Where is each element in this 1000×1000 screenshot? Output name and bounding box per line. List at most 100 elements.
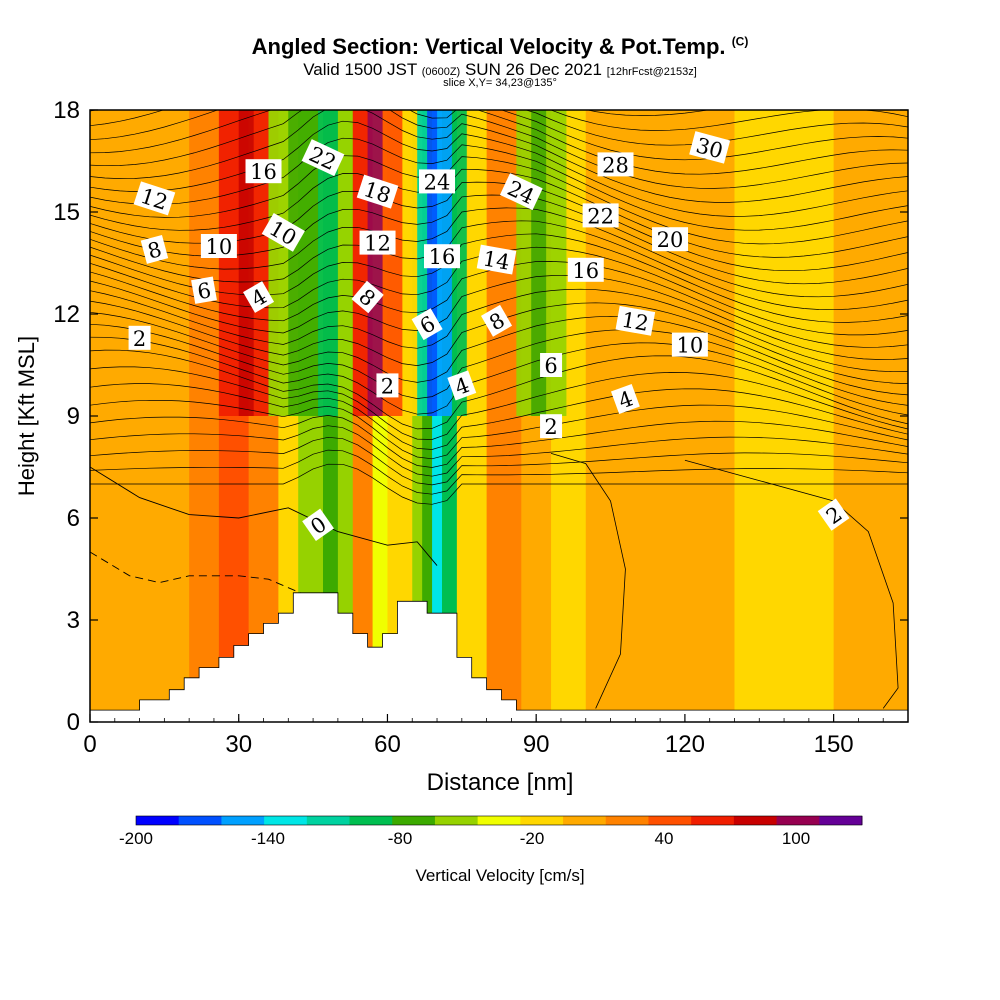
- contour-label-text: 16: [429, 245, 456, 269]
- colorbar-swatch: [349, 816, 393, 825]
- contour-label: 12: [359, 230, 396, 256]
- contour-labels: 2681210416102201812822416642414862282216…: [128, 131, 850, 541]
- contour-label-box: [376, 373, 399, 398]
- theta-contour-line: [90, 110, 908, 189]
- contour-label-box: [245, 159, 282, 184]
- velocity-band-upper: [402, 110, 418, 416]
- contour-label-box: [301, 139, 345, 177]
- contour-label-text: 10: [206, 235, 233, 259]
- theta-contour-line: [90, 155, 908, 245]
- colorbar-swatch: [520, 816, 564, 825]
- contour-label: 2: [540, 414, 563, 439]
- y-tick-label: 12: [53, 301, 80, 328]
- y-axis-label: Height [Kft MSL]: [14, 336, 39, 496]
- y-tick-label: 3: [67, 607, 80, 634]
- contour-label-box: [359, 230, 396, 255]
- theta-contour-line: [90, 311, 908, 396]
- x-tick-label: 0: [83, 731, 96, 758]
- contour-label-box: [423, 244, 460, 269]
- velocity-band-upper: [417, 110, 428, 416]
- theta-contour-line: [90, 110, 908, 161]
- velocity-field: [90, 110, 908, 722]
- y-tick-label: 15: [53, 199, 80, 226]
- y-tick-label: 0: [67, 709, 80, 736]
- contour-label: 28: [597, 152, 634, 177]
- contour-label-box: [356, 174, 399, 209]
- theta-contour-line: [90, 436, 908, 486]
- contour-label: 14: [476, 244, 517, 275]
- y-tick-label: 9: [67, 403, 80, 430]
- colorbar-swatch: [648, 816, 692, 825]
- contour-label-box: [480, 304, 513, 337]
- theta-contour-dashed: [90, 551, 309, 597]
- contour-label-box: [689, 131, 731, 164]
- chart-subtitle: Valid 1500 JST (0600Z) SUN 26 Dec 2021 […: [0, 60, 1000, 80]
- colorbar-swatch: [434, 816, 479, 825]
- contour-label: 4: [610, 383, 640, 415]
- axes: 0 30 60 90 120 150 0 3 6 9 12 15 18: [53, 97, 908, 758]
- valid-time: Valid 1500 JST: [303, 60, 417, 79]
- velocity-band: [189, 110, 220, 722]
- theta-contour-line: [90, 288, 908, 373]
- contour-label: 6: [411, 308, 443, 341]
- theta-contour-line: [90, 233, 908, 323]
- theta-contour-line: [90, 415, 908, 468]
- velocity-band: [90, 110, 190, 722]
- colorbar-swatch: [733, 816, 778, 825]
- colorbar-swatch: [264, 816, 308, 825]
- velocity-band-upper: [268, 110, 289, 416]
- contour-label: 8: [480, 304, 513, 337]
- contour-label-text: 10: [676, 334, 703, 358]
- contour-label-text: 12: [364, 232, 391, 256]
- contour-label: 16: [567, 257, 604, 283]
- colorbar-swatch: [136, 816, 180, 825]
- y-tick-label: 18: [53, 97, 80, 124]
- x-tick-label: 60: [374, 731, 401, 758]
- colorbar-swatch: [819, 816, 863, 825]
- contour-label-box: [302, 508, 334, 541]
- contour-label-box: [191, 276, 217, 304]
- contour-label: 2: [376, 373, 399, 398]
- colorbar-swatch: [306, 816, 351, 825]
- theta-contour-line: [90, 110, 908, 175]
- velocity-band-upper: [238, 110, 255, 416]
- contour-label-text: 2: [544, 415, 557, 439]
- slice-info: slice X,Y= 34,23@135°: [443, 77, 557, 89]
- contour-label-box: [597, 152, 634, 177]
- contour-label: 6: [540, 353, 563, 378]
- contour-label-box: [133, 181, 176, 216]
- y-tick-label: 6: [67, 505, 80, 532]
- colorbar-frame: [135, 815, 863, 826]
- contour-label-box: [200, 234, 237, 258]
- velocity-band: [585, 110, 735, 722]
- contour-label: 22: [582, 203, 619, 228]
- colorbar-swatch: [178, 816, 222, 825]
- contour-label-text: 28: [602, 153, 629, 177]
- contour-label-box: [411, 308, 443, 341]
- contour-label: 4: [447, 370, 477, 401]
- theta-contour-line: [90, 383, 908, 450]
- contour-label-box: [261, 213, 305, 252]
- colorbar-swatch: [221, 816, 265, 825]
- theta-contour-line: [90, 220, 908, 311]
- contour-label: 20: [652, 227, 689, 252]
- contour-label-box: [540, 414, 563, 439]
- theta-contour-line: [90, 366, 908, 440]
- colorbar-label: Vertical Velocity [cm/s]: [415, 866, 584, 885]
- theta-contour-line: [90, 336, 908, 416]
- contour-label-box: [476, 244, 517, 275]
- colorbar-tick-label: -80: [388, 829, 413, 848]
- colorbar-swatch: [776, 816, 820, 825]
- colorbar-swatch: [691, 816, 735, 825]
- velocity-band: [734, 110, 835, 722]
- contour-label-box: [128, 325, 151, 350]
- copyright-mark: (C): [731, 34, 749, 49]
- theta-contour-line: [90, 425, 908, 477]
- colorbar-tick-label: -200: [119, 829, 153, 848]
- x-tick-label: 150: [814, 731, 854, 758]
- contour-label-box: [499, 173, 543, 211]
- contour-label-text: 6: [196, 278, 213, 304]
- theta-contour-line: [90, 323, 908, 406]
- contour-label: 10: [671, 332, 708, 358]
